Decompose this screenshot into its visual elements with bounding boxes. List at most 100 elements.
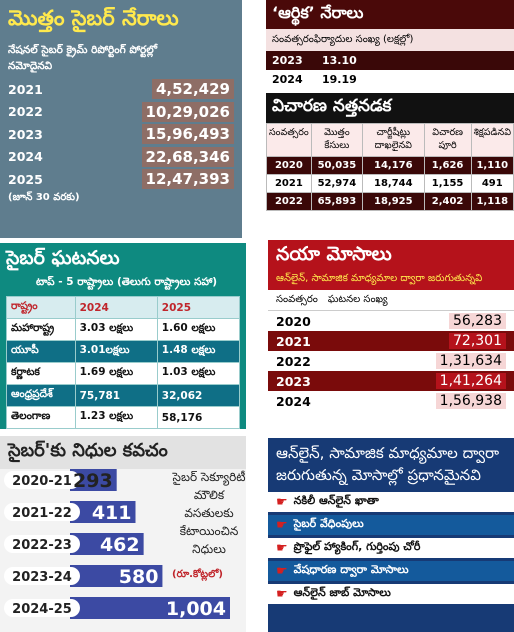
table: సంవత్సరం మొత్తం కేసులు చార్జీషీట్లు దాఖలైన… xyxy=(266,123,514,211)
list-item: నకిలీ ఆన్‌లైన్ ఖాతా xyxy=(268,492,514,512)
cell: 1,626 xyxy=(423,156,472,175)
header-cell: రాష్ట్రం xyxy=(6,296,76,319)
cell: 52,974 xyxy=(310,174,363,193)
cell: 50,035 xyxy=(310,156,363,175)
row: మహారాష్ట్ర 3.03 లక్షలు 1.60 లక్షలు xyxy=(6,318,241,341)
total-crimes-panel: మొత్తం సైబర్ నేరాలు నేషనల్ సైబర్ క్రైమ్ ర… xyxy=(0,0,242,238)
subtitle: నేషనల్ సైబర్ క్రైమ్ రిపోర్టింగ్ పోర్టల్ల… xyxy=(8,44,158,72)
list-item: ఆన్‌లైన్ జాబ్ మోసాలు xyxy=(268,584,514,604)
year: 2023-24 xyxy=(12,570,72,585)
row: 2023 1,41,264 xyxy=(268,371,514,391)
cell: 2020 xyxy=(266,156,312,175)
unit: (రూ.కోట్లలో) xyxy=(172,569,223,580)
year: 2021-22 xyxy=(12,506,72,521)
description: సైబర్ సెక్యూరిటీ మౌలిక వసతులకు కేటాయించి… xyxy=(172,470,246,556)
row: 2024 1,56,938 xyxy=(268,391,514,411)
value-label: 580 xyxy=(119,566,159,588)
header-cell: 2025 xyxy=(156,296,241,319)
section-title: విచారణ నత్తనడక xyxy=(266,93,514,123)
year: 2020-21 xyxy=(12,474,72,489)
subtitle: ఆన్‌లైన్, సామాజిక మాధ్యమాల ద్వారా జరుగుత… xyxy=(268,270,514,290)
main-frauds-panel: ఆన్‌లైన్, సామాజిక మాధ్యమాల ద్వారా జరుగుత… xyxy=(268,438,514,632)
header-cell: విచారణ పూరి xyxy=(423,123,472,157)
year: 2022 xyxy=(8,104,43,120)
cell: 1,118 xyxy=(470,192,514,211)
cell: తెలంగాణ xyxy=(6,406,76,429)
cell: 1.23 లక్షలు xyxy=(74,406,158,429)
cell: 1.03 లక్షలు xyxy=(156,362,241,385)
header-cell: మొత్తం కేసులు xyxy=(310,123,363,157)
cell: 18,744 xyxy=(361,174,425,193)
value: 56,283 xyxy=(449,313,506,329)
row: 2022 1,31,634 xyxy=(268,351,514,371)
cell: 1.60 లక్షలు xyxy=(156,318,241,341)
cyber-funds-panel: సైబర్‌'కు నిధుల కవచం 2020-21 293 2021-22 411… xyxy=(0,436,246,632)
row: 2021 4,52,429 xyxy=(8,78,234,101)
year: 2024 xyxy=(276,393,311,409)
row: యూపీ 3.01లక్షలు 1.48 లక్షలు xyxy=(6,340,241,363)
bar xyxy=(70,501,136,523)
cell: కర్ణాటక xyxy=(6,362,76,385)
cell: 1.69 లక్షలు xyxy=(74,362,158,385)
year: 2020 xyxy=(276,313,311,329)
cell: 14,176 xyxy=(361,156,425,175)
cell: 32,062 xyxy=(156,384,241,407)
value-label: 1,004 xyxy=(166,598,226,620)
cell: 2,402 xyxy=(423,192,472,211)
year: 2024 xyxy=(8,149,43,165)
cell: యూపీ xyxy=(6,340,76,363)
cell: 65,893 xyxy=(310,192,363,211)
cell: 58,176 xyxy=(156,406,241,429)
value-label: 462 xyxy=(100,534,140,556)
cell: 75,781 xyxy=(74,384,158,407)
header-cell: శిక్షపడినవి xyxy=(470,123,514,157)
bar xyxy=(70,533,144,555)
year-badge xyxy=(4,503,80,521)
header-cell: సంవత్సరం xyxy=(266,123,312,157)
row: ఆంధ్రప్రదేశ్ 75,781 32,062 xyxy=(6,384,241,407)
header-row: సంవత్సరం మొత్తం కేసులు చార్జీషీట్లు దాఖలైన… xyxy=(266,123,514,157)
table: రాష్ట్రం 2024 2025 మహారాష్ట్ర 3.03 లక్షలు 1.6… xyxy=(6,296,241,429)
cyber-incidents-panel: సైబర్ ఘటనలు టాప్ - 5 రాష్ట్రాలు (తెలుగు ర… xyxy=(0,243,246,429)
bar xyxy=(70,469,117,491)
value: 72,301 xyxy=(449,333,506,349)
year: 2021 xyxy=(276,333,311,349)
list-item: వేషధారణ ద్వారా మోసాలు xyxy=(268,561,514,581)
cell: 1,110 xyxy=(470,156,514,175)
row: 2022 10,29,026 xyxy=(8,101,234,124)
value-label: 293 xyxy=(73,470,113,492)
row: 2025 12,47,393 xyxy=(8,168,234,191)
year: 2023 xyxy=(272,54,303,67)
cell: 2022 xyxy=(266,192,312,211)
row: తెలంగాణ 1.23 లక్షలు 58,176 xyxy=(6,406,241,429)
cell: 18,925 xyxy=(361,192,425,211)
row: 2024 19.19 xyxy=(266,70,514,89)
title: మొత్తం సైబర్ నేరాలు xyxy=(8,6,179,30)
list-item: సైబర్ వేధింపులు xyxy=(268,515,514,535)
cell: 3.01లక్షలు xyxy=(74,340,158,363)
year: 2022-23 xyxy=(12,538,72,553)
title: నయా మోసాలు xyxy=(268,240,514,270)
year: 2025 xyxy=(8,171,43,187)
cell: 1.48 లక్షలు xyxy=(156,340,241,363)
subtitle: సంవత్సరంఫిర్యాదుల సంఖ్య (లక్షల్లో) xyxy=(266,29,514,51)
value: 4,52,429 xyxy=(151,79,234,100)
value: 12,47,393 xyxy=(141,169,234,190)
value: 1,31,634 xyxy=(435,353,506,369)
financial-crimes-panel: ‘ఆర్థిక’ నేరాలు సంవత్సరంఫిర్యాదుల సంఖ్య (… xyxy=(266,0,514,234)
value: 15,96,493 xyxy=(141,124,234,145)
year: 2023 xyxy=(276,373,311,389)
list-item: ప్రొఫైల్ హ్యాకింగ్, గుర్తింపు చోరీ xyxy=(268,538,514,558)
row: 2021 72,301 xyxy=(268,331,514,351)
cell: 3.03 లక్షలు xyxy=(74,318,158,341)
bar xyxy=(70,597,230,619)
row: 2020 50,035 14,176 1,626 1,110 xyxy=(266,156,514,175)
cell: 2021 xyxy=(266,174,312,193)
year: 2022 xyxy=(276,353,311,369)
value: 22,68,346 xyxy=(141,146,234,167)
year: 2021 xyxy=(8,81,43,97)
title: సైబర్‌'కు నిధుల కవచం xyxy=(0,436,246,469)
title: ఆన్‌లైన్, సామాజిక మాధ్యమాల ద్వారా జరుగుత… xyxy=(276,444,500,484)
